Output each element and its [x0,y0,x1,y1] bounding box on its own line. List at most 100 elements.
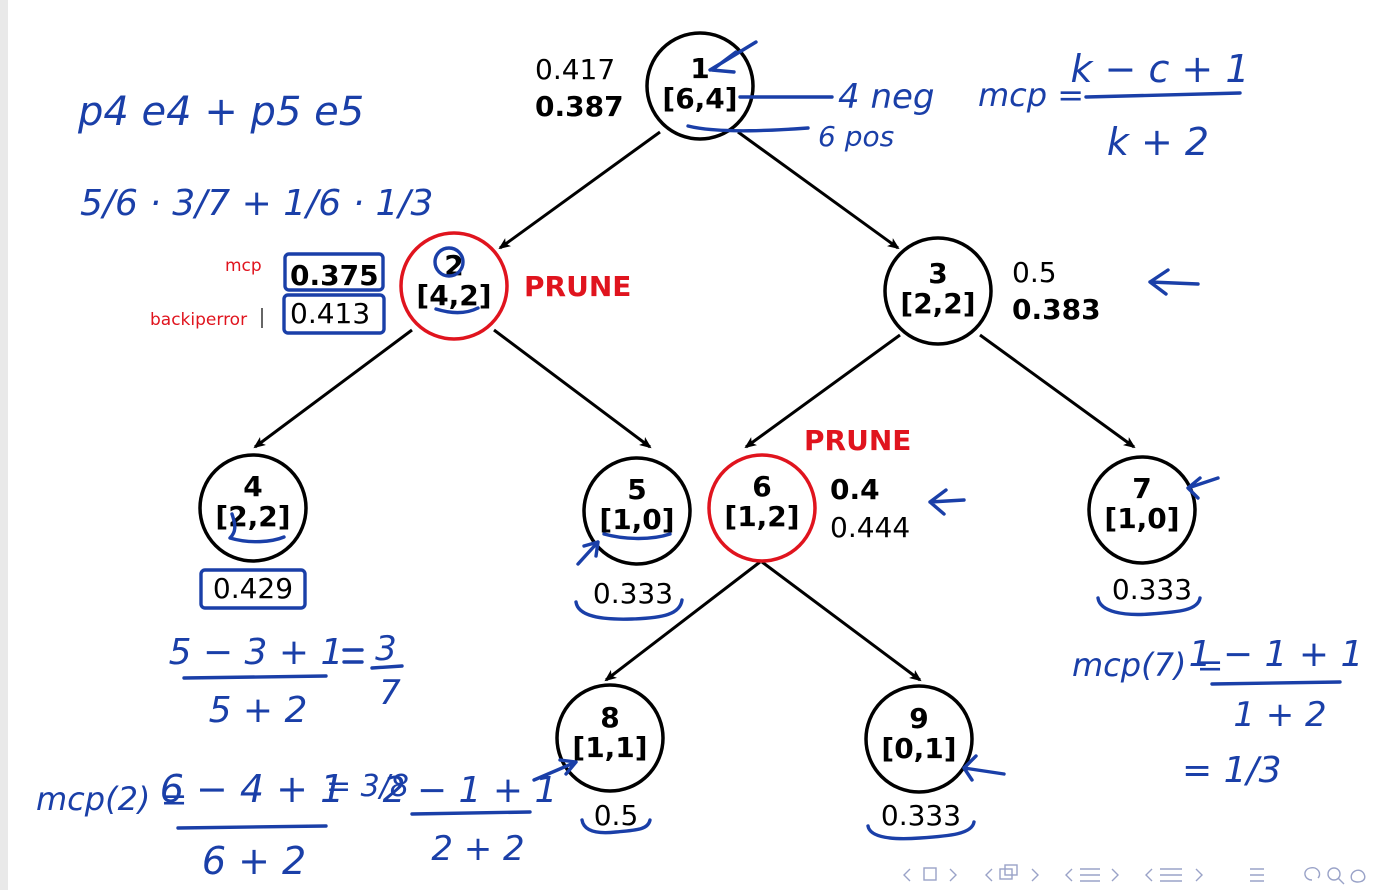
hw-expected-error-line1: p4 e4 + p5 e5 [77,89,364,135]
node-9-value: 0.333 [881,799,961,832]
node-3-top-value: 0.5 [1012,256,1057,289]
node-5-counts: [1,0] [599,503,674,536]
edge-1-3 [737,130,900,250]
edge-1-2 [498,130,661,250]
nav-next-subsection-icon[interactable] [1111,868,1119,882]
node-2: 2 [4,2] [399,231,509,341]
hw-mcp7-lhs: mcp(7) = [1072,646,1223,684]
hw-mcp7-numerator: 1 − 1 + 1 [1189,634,1364,675]
node-3-id: 3 [928,257,947,290]
hw-mcp2-bar [176,824,328,830]
hw-node8-value-bracket [580,818,652,835]
hw-node4-mark [228,512,286,544]
node-4-value: 0.429 [213,572,293,605]
hw-node2-bottom-box [282,293,386,335]
edge-6-9 [761,560,922,682]
hw-node4-value-box [199,568,307,610]
node-7: 7 [1,0] [1087,455,1197,565]
node-6-counts: [1,2] [724,500,799,533]
hw-neg-note: 4 neg [838,77,935,117]
hw-calc4-bar [182,674,328,680]
nav-next-frame-icon[interactable] [949,868,957,882]
tree-edges [253,130,1136,682]
nav-prev-section-icon[interactable] [985,864,1018,882]
backup-error-label: backiperror [150,310,247,330]
node-7-id: 7 [1132,472,1151,505]
hw-calc4-equals [342,648,364,664]
node-6-id: 6 [752,470,771,503]
edge-6-8 [604,560,761,682]
nav-align-icon[interactable] [1145,868,1203,882]
hw-pos-note: 6 pos [818,120,894,153]
node-2-bottom-value: 0.413 [290,297,370,330]
hw-calc8-denominator: 2 + 2 [431,829,524,869]
node-1-top-value: 0.417 [535,53,615,86]
hw-node9-value-bracket [866,820,976,841]
hw-mcp7-bar [1210,680,1342,686]
edge-2-4 [253,328,413,449]
hw-node5-arrow [576,540,600,566]
node-2-counts: [4,2] [416,279,491,312]
node-8-counts: [1,1] [572,731,647,764]
hw-node5-value-bracket [574,598,684,621]
nav-prev-frame-icon[interactable] [903,867,937,882]
node-3-bottom-value: 0.383 [1012,293,1101,326]
hw-calc4-numerator: 5 − 3 + 1 [169,632,344,673]
hw-calc4-result-bar [370,664,404,670]
hw-node9-arrow [962,754,1006,782]
node-4: 4 [2,2] [198,453,308,563]
nav-back-icon[interactable] [1250,868,1264,882]
hw-mcp2-numerator: 6 − 4 + 1 [160,767,345,811]
hw-mcp-formula-lhs: mcp = [978,76,1084,114]
hw-node3-arrow [1148,268,1200,296]
node-8-id: 8 [600,701,619,734]
nav-prev-subsection-icon[interactable] [1065,868,1100,882]
nav-next-section-icon[interactable] [1031,868,1039,882]
prune-label-node-6: PRUNE [804,424,911,457]
hw-formula-bar [1084,91,1242,99]
left-edge-bar [0,0,8,890]
hw-calc8-bar [410,810,532,816]
hw-mcp2-denominator: 6 + 2 [202,839,306,883]
hw-mcp7-result: = 1/3 [1182,750,1282,791]
beamer-navigation [903,864,1366,885]
node-1-counts: [6,4] [662,82,737,115]
node-7-counts: [1,0] [1104,502,1179,535]
node-4-counts: [2,2] [215,500,290,533]
mcp-label: mcp [225,256,262,276]
node-4-id: 4 [243,470,262,503]
hw-mcp2-result: = 3/8 [326,769,409,804]
hw-node8-arrow [532,758,578,782]
hw-pos-underline [686,124,810,133]
node-1: 1 [6,4] [645,31,755,141]
nav-search-icon[interactable] [1304,866,1366,885]
node-8-value: 0.5 [594,799,639,832]
hw-node1-arrow [708,40,758,74]
node-6: 6 [1,2] [707,453,817,563]
node-8: 8 [1,1] [555,683,665,793]
hw-node6-arrow [928,488,966,516]
node-7-value: 0.333 [1112,573,1192,606]
node-1-bottom-value: 0.387 [535,90,624,123]
hw-node7-arrow [1186,476,1220,500]
node-6-bottom-value: 0.444 [830,511,910,544]
hw-mcp-formula-numerator: k − c + 1 [1070,47,1249,91]
handwritten-annotations: mcp = k − c + 1 k + 2 p4 e4 + p5 e5 5/6 … [36,40,1364,883]
node-1-id: 1 [690,52,709,85]
hw-mcp7-denominator: 1 + 2 [1233,695,1326,735]
node-9: 9 [0,1] [864,684,974,794]
hw-node7-value-bracket [1096,596,1202,617]
edge-3-6 [744,333,901,449]
node-5: 5 [1,0] [582,456,692,566]
edge-3-7 [979,333,1136,449]
hw-node5-underline [602,532,672,541]
node-5-value: 0.333 [593,577,673,610]
hw-calc8-numerator: 2 − 1 + 1 [383,770,558,811]
hw-mcp2-lhs: mcp(2) = [36,780,187,818]
node-2-top-value: 0.375 [290,259,379,292]
hw-calc4-result-denominator: 7 [379,673,401,713]
node-9-id: 9 [909,702,928,735]
node-9-counts: [0,1] [881,732,956,765]
